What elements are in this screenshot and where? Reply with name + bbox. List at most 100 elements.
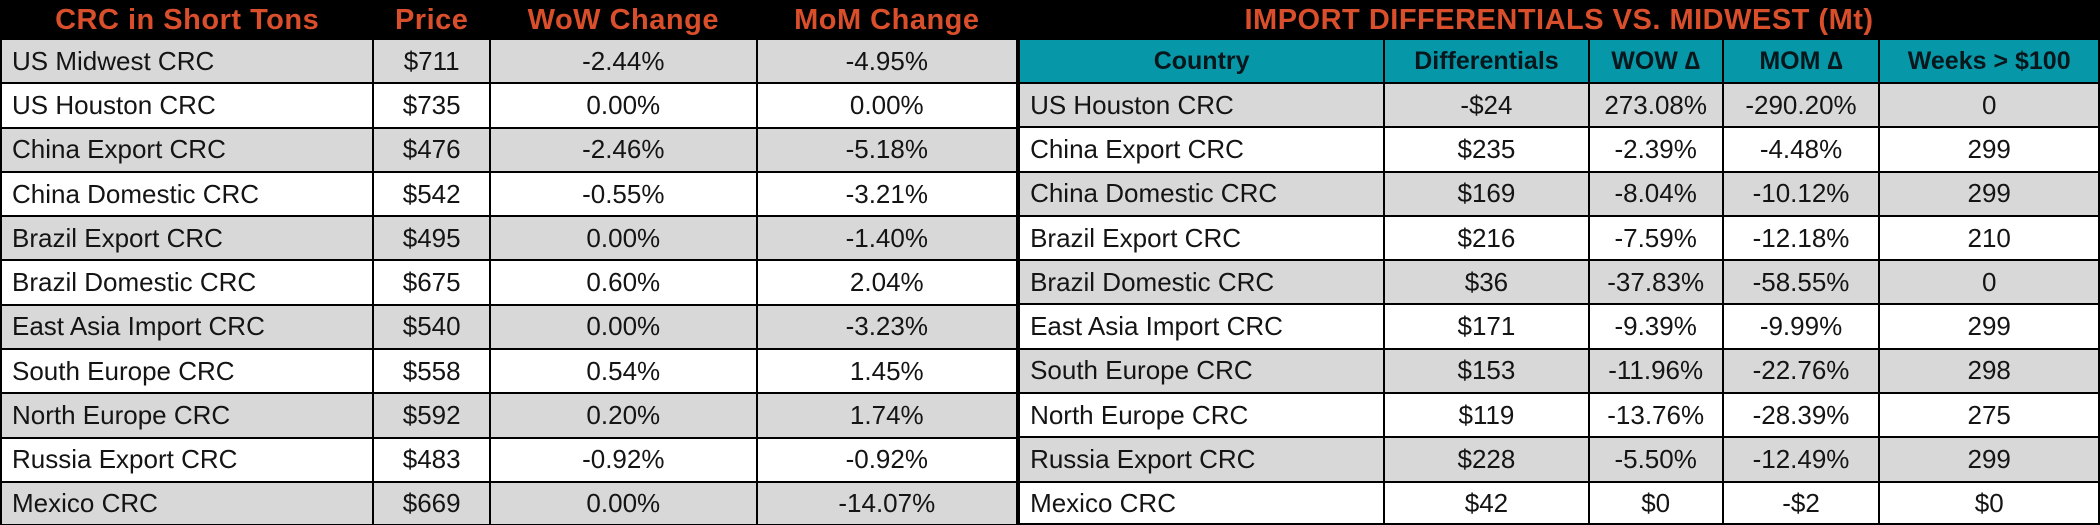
table-row: US Houston CRC $735 0.00% 0.00% xyxy=(0,82,1019,129)
right-table-body: US Houston CRC -$24 273.08% -290.20% 0 China … xyxy=(1018,81,2100,525)
weeks-cell: $0 xyxy=(1878,480,2100,525)
mom-cell: -14.07% xyxy=(755,480,1019,525)
name-cell: Brazil Export CRC xyxy=(0,215,375,262)
country-cell: Brazil Domestic CRC xyxy=(1018,259,1386,306)
table-row: Brazil Export CRC $216 -7.59% -12.18% 210 xyxy=(1018,214,2100,262)
right-table-title: IMPORT DIFFERENTIALS VS. MIDWEST (Mt) xyxy=(1018,0,2100,40)
country-cell: Brazil Export CRC xyxy=(1018,214,1386,262)
mom-cell: -4.95% xyxy=(755,37,1019,85)
mom-cell: -4.48% xyxy=(1721,126,1881,173)
name-cell: Brazil Domestic CRC xyxy=(0,259,375,306)
weeks-cell: 0 xyxy=(1878,81,2100,129)
col-header-wow-change: WoW Change xyxy=(489,0,758,40)
col-header-country: Country xyxy=(1018,38,1386,84)
mom-cell: 1.74% xyxy=(755,392,1019,439)
col-header-mom-delta: MOM ∆ xyxy=(1721,38,1881,84)
table-row: Russia Export CRC $483 -0.92% -0.92% xyxy=(0,436,1019,483)
col-header-weeks-over-100: Weeks > $100 xyxy=(1878,38,2100,84)
table-row: North Europe CRC $592 0.20% 1.74% xyxy=(0,392,1019,439)
mom-cell: 1.45% xyxy=(755,348,1019,395)
wow-cell: 0.60% xyxy=(489,259,758,306)
left-table-title: CRC in Short Tons xyxy=(0,0,375,40)
wow-cell: -13.76% xyxy=(1587,392,1724,439)
table-row: South Europe CRC $153 -11.96% -22.76% 298 xyxy=(1018,347,2100,395)
price-cell: $592 xyxy=(372,392,492,439)
country-cell: China Domestic CRC xyxy=(1018,170,1386,217)
name-cell: Russia Export CRC xyxy=(0,436,375,483)
table-row: South Europe CRC $558 0.54% 1.45% xyxy=(0,348,1019,395)
price-cell: $735 xyxy=(372,82,492,129)
weeks-cell: 299 xyxy=(1878,170,2100,217)
mom-cell: 0.00% xyxy=(755,82,1019,129)
price-cell: $558 xyxy=(372,348,492,395)
weeks-cell: 275 xyxy=(1878,392,2100,439)
mom-cell: -5.18% xyxy=(755,126,1019,173)
table-row: East Asia Import CRC $171 -9.39% -9.99% 299 xyxy=(1018,303,2100,350)
mom-cell: -28.39% xyxy=(1721,392,1881,439)
table-row: Brazil Domestic CRC $675 0.60% 2.04% xyxy=(0,259,1019,306)
country-cell: US Houston CRC xyxy=(1018,81,1386,129)
wow-cell: -2.44% xyxy=(489,37,758,85)
wow-cell: -0.92% xyxy=(489,436,758,483)
right-table-header-row: Country Differentials WOW ∆ MOM ∆ Weeks … xyxy=(1018,38,2100,84)
mom-cell: -58.55% xyxy=(1721,259,1881,306)
weeks-cell: 299 xyxy=(1878,436,2100,483)
mom-cell: -290.20% xyxy=(1721,81,1881,129)
mom-cell: -22.76% xyxy=(1721,347,1881,395)
country-cell: China Export CRC xyxy=(1018,126,1386,173)
wow-cell: -11.96% xyxy=(1587,347,1724,395)
name-cell: Mexico CRC xyxy=(0,480,375,525)
country-cell: Russia Export CRC xyxy=(1018,436,1386,483)
wow-cell: -5.50% xyxy=(1587,436,1724,483)
price-cell: $483 xyxy=(372,436,492,483)
diff-cell: $216 xyxy=(1383,214,1590,262)
wow-cell: 0.00% xyxy=(489,303,758,351)
mom-cell: 2.04% xyxy=(755,259,1019,306)
table-row: China Domestic CRC $169 -8.04% -10.12% 299 xyxy=(1018,170,2100,217)
name-cell: North Europe CRC xyxy=(0,392,375,439)
col-header-price: Price xyxy=(372,0,492,40)
wow-cell: -9.39% xyxy=(1587,303,1724,350)
wow-cell: -2.39% xyxy=(1587,126,1724,173)
table-row: China Domestic CRC $542 -0.55% -3.21% xyxy=(0,170,1019,218)
wow-cell: 0.20% xyxy=(489,392,758,439)
country-cell: Mexico CRC xyxy=(1018,480,1386,525)
name-cell: US Midwest CRC xyxy=(0,37,375,85)
mom-cell: -0.92% xyxy=(755,436,1019,483)
price-cell: $675 xyxy=(372,259,492,306)
country-cell: North Europe CRC xyxy=(1018,392,1386,439)
diff-cell: $228 xyxy=(1383,436,1590,483)
diff-cell: $42 xyxy=(1383,480,1590,525)
table-row: China Export CRC $235 -2.39% -4.48% 299 xyxy=(1018,126,2100,173)
table-row: US Houston CRC -$24 273.08% -290.20% 0 xyxy=(1018,81,2100,129)
left-table-body: US Midwest CRC $711 -2.44% -4.95% US Houston… xyxy=(0,37,1019,525)
name-cell: China Export CRC xyxy=(0,126,375,173)
wow-cell: -37.83% xyxy=(1587,259,1724,306)
table-row: East Asia Import CRC $540 0.00% -3.23% xyxy=(0,303,1019,351)
price-cell: $711 xyxy=(372,37,492,85)
name-cell: South Europe CRC xyxy=(0,348,375,395)
wow-cell: 0.00% xyxy=(489,215,758,262)
diff-cell: $235 xyxy=(1383,126,1590,173)
mom-cell: -3.23% xyxy=(755,303,1019,351)
col-header-wow-delta: WOW ∆ xyxy=(1587,38,1724,84)
table-row: US Midwest CRC $711 -2.44% -4.95% xyxy=(0,37,1019,85)
mom-cell: -12.18% xyxy=(1721,214,1881,262)
diff-cell: $153 xyxy=(1383,347,1590,395)
name-cell: East Asia Import CRC xyxy=(0,303,375,351)
wow-cell: -0.55% xyxy=(489,170,758,218)
table-row: Brazil Export CRC $495 0.00% -1.40% xyxy=(0,215,1019,262)
wow-cell: 0.54% xyxy=(489,348,758,395)
col-header-differentials: Differentials xyxy=(1383,38,1590,84)
left-table-header-row: CRC in Short Tons Price WoW Change MoM C… xyxy=(0,0,1019,40)
price-cell: $542 xyxy=(372,170,492,218)
table-row: Russia Export CRC $228 -5.50% -12.49% 299 xyxy=(1018,436,2100,483)
mom-cell: -12.49% xyxy=(1721,436,1881,483)
weeks-cell: 299 xyxy=(1878,126,2100,173)
name-cell: US Houston CRC xyxy=(0,82,375,129)
diff-cell: $171 xyxy=(1383,303,1590,350)
right-table-title-row: IMPORT DIFFERENTIALS VS. MIDWEST (Mt) xyxy=(1018,0,2100,40)
mom-cell: -10.12% xyxy=(1721,170,1881,217)
weeks-cell: 210 xyxy=(1878,214,2100,262)
table-row: Mexico CRC $42 $0 -$2 $0 xyxy=(1018,480,2100,525)
